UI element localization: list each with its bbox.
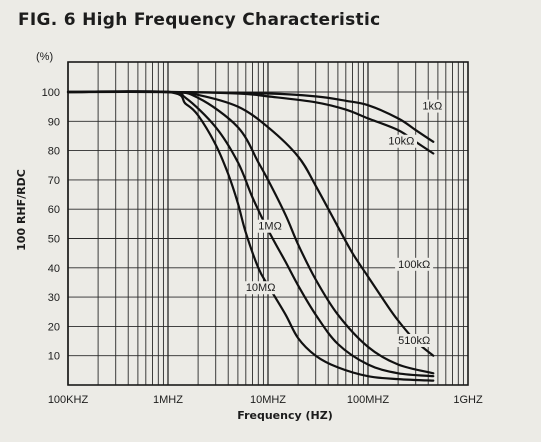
tick-labels: 10 20 30 40 50 60 70 80 90 100 100KHZ 1MHZ 10MHZ 100M… xyxy=(42,87,483,406)
x-axis-title: Frequency (HZ) xyxy=(237,409,332,422)
x-tick-label: 100KHZ xyxy=(48,394,89,406)
series-label: 10MΩ xyxy=(246,282,276,294)
y-tick-label: 20 xyxy=(48,321,60,333)
series-label: 510kΩ xyxy=(398,335,430,347)
series-label: 10kΩ xyxy=(388,136,414,148)
y-tick-label: 10 xyxy=(48,351,60,363)
x-tick-label: 1MHZ xyxy=(153,394,183,406)
series-label: 100kΩ xyxy=(398,259,430,271)
y-unit-label: (%) xyxy=(36,51,53,63)
y-tick-label: 80 xyxy=(48,146,60,158)
series-line xyxy=(66,90,435,382)
x-tick-label: 100MHZ xyxy=(347,394,389,406)
series-line xyxy=(66,90,435,378)
series-label: 1kΩ xyxy=(422,101,442,113)
y-axis-title: 100 RHF/RDC xyxy=(15,169,28,251)
y-tick-label: 90 xyxy=(48,116,60,128)
y-tick-label: 50 xyxy=(48,234,60,246)
series-label-background xyxy=(242,281,275,295)
y-tick-label: 100 xyxy=(42,87,60,99)
series-line xyxy=(66,90,435,357)
series-line xyxy=(66,90,435,375)
plot-frame xyxy=(67,61,469,386)
series-label-background xyxy=(255,219,281,233)
y-tick-label: 60 xyxy=(48,204,60,216)
series-label-background xyxy=(395,333,434,347)
series-line xyxy=(66,90,435,155)
series-label-background xyxy=(385,134,418,148)
chart-title: FIG. 6 High Frequency Characteristic xyxy=(18,10,381,30)
x-tick-label: 10MHZ xyxy=(250,394,286,406)
series-label-background xyxy=(419,99,445,113)
y-tick-label: 30 xyxy=(48,292,60,304)
series-label-background xyxy=(395,257,434,271)
x-tick-label: 1GHZ xyxy=(453,394,483,406)
y-tick-label: 70 xyxy=(48,175,60,187)
y-tick-label: 40 xyxy=(48,263,60,275)
axes xyxy=(67,61,469,386)
series-labels: 1kΩ 10kΩ 100kΩ 510kΩ 1MΩ 10MΩ xyxy=(242,99,445,347)
series-label: 1MΩ xyxy=(258,221,282,233)
series-line xyxy=(66,90,435,143)
series-lines xyxy=(66,90,435,382)
